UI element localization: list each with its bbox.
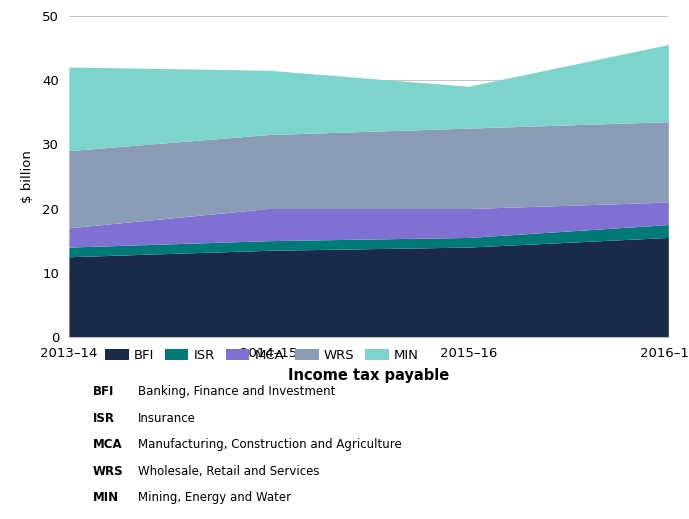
Text: WRS: WRS bbox=[93, 465, 123, 478]
Legend: BFI, ISR, MCA, WRS, MIN: BFI, ISR, MCA, WRS, MIN bbox=[99, 344, 424, 367]
Y-axis label: $ billion: $ billion bbox=[21, 150, 34, 203]
Text: Wholesale, Retail and Services: Wholesale, Retail and Services bbox=[138, 465, 319, 478]
Text: Insurance: Insurance bbox=[138, 412, 196, 425]
Text: MCA: MCA bbox=[93, 439, 123, 452]
Text: Manufacturing, Construction and Agriculture: Manufacturing, Construction and Agricult… bbox=[138, 439, 402, 452]
Text: Mining, Energy and Water: Mining, Energy and Water bbox=[138, 491, 291, 504]
Text: MIN: MIN bbox=[93, 491, 119, 504]
Text: Banking, Finance and Investment: Banking, Finance and Investment bbox=[138, 385, 336, 398]
Text: BFI: BFI bbox=[93, 385, 114, 398]
X-axis label: Income tax payable: Income tax payable bbox=[288, 368, 449, 383]
Text: ISR: ISR bbox=[93, 412, 115, 425]
